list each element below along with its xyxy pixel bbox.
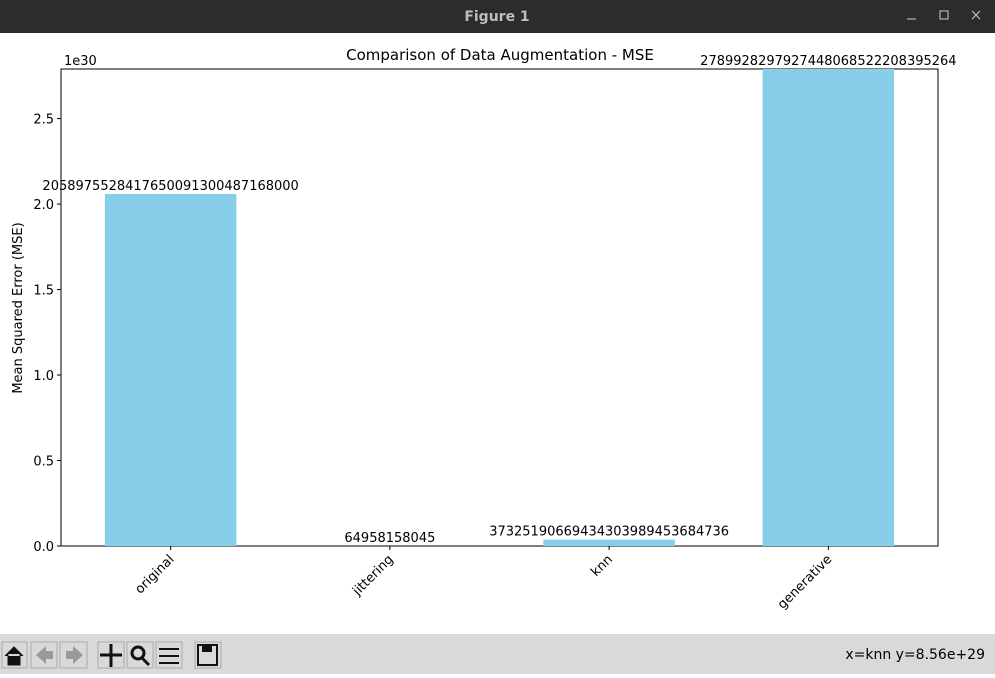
forward-button[interactable] [59, 641, 88, 669]
configure-button[interactable] [155, 641, 183, 669]
value-label: 2058975528417650091300487168000 [42, 179, 298, 194]
axes-frame [60, 68, 939, 547]
back-button[interactable] [30, 641, 58, 669]
value-label: 2789928297927448068522208395264 [700, 54, 956, 69]
window-title: Figure 1 [464, 9, 529, 25]
y-tick-label: 0.5 [33, 455, 54, 470]
maximize-button[interactable] [939, 10, 949, 20]
save-button[interactable] [194, 641, 222, 669]
close-button[interactable] [971, 10, 981, 20]
title-bar [0, 0, 995, 33]
y-tick-label: 1.0 [33, 369, 54, 384]
bar [104, 193, 237, 547]
value-label: 37325190669434303989453684736 [489, 525, 729, 540]
bar [543, 539, 675, 546]
y-tick-label: 0.0 [33, 540, 54, 555]
y-tick-label: 1.5 [33, 284, 54, 299]
value-label: 64958158045 [344, 531, 435, 546]
zoom-button[interactable] [126, 641, 154, 669]
pan-button[interactable] [97, 641, 125, 669]
y-tick-label: 2.0 [33, 198, 54, 213]
y-axis-label: Mean Squared Error (MSE) [11, 222, 26, 393]
chart-title: Comparison of Data Augmentation - MSE [346, 46, 654, 64]
status-text: x=knn y=8.56e+29 [845, 647, 985, 663]
y-tick-label: 2.5 [33, 113, 54, 128]
bar [762, 69, 895, 546]
home-button[interactable] [1, 641, 28, 669]
y-offset-label: 1e30 [64, 54, 97, 69]
